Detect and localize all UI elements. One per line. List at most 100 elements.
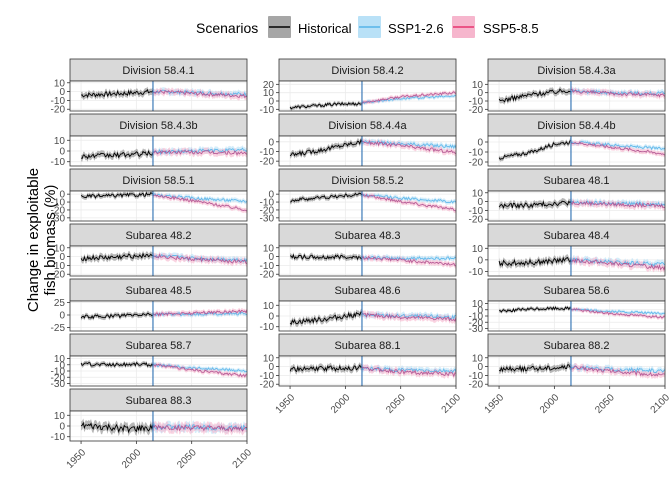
ssp585-line (152, 309, 247, 317)
y-tick-label: -20 (469, 158, 484, 169)
panel-border (69, 355, 248, 387)
y-tick-label: -20 (260, 205, 275, 216)
panel-title: Subarea 48.2 (125, 230, 191, 242)
ssp585-band (571, 306, 665, 320)
panel: Division 58.4.1 100-10-20 (51, 58, 248, 116)
y-tick-label: 10 (263, 88, 275, 99)
y-tick-label: 10 (472, 299, 484, 310)
historical-line (289, 101, 363, 110)
y-tick-label: 0 (477, 362, 483, 373)
panel-data (498, 191, 665, 221)
panel: Subarea 48.3 100-10-20 (260, 223, 457, 281)
panel-data (498, 81, 665, 111)
historical-band (499, 361, 571, 375)
y-tick-label: 0 (59, 87, 65, 98)
panel: Subarea 88.3 100-10 1950 2000 2050 2100 (51, 388, 255, 471)
x-tick-label: 2000 (120, 447, 144, 471)
y-tick-label: -10 (469, 312, 484, 323)
panel: Division 58.4.3a 100-10-20 (469, 58, 666, 116)
y-tick-label: -10 (260, 198, 275, 209)
legend: Scenarios Historical SSP1-2.6 SSP5-8.5 (196, 16, 539, 38)
historical-line (289, 138, 363, 157)
ssp126-line (361, 312, 456, 321)
y-tick-label: -10 (469, 206, 484, 217)
panel-border (487, 135, 666, 167)
historical-band (81, 418, 153, 437)
y-tick-label: 0 (59, 252, 65, 263)
panel-border (487, 300, 666, 332)
historical-line (289, 311, 363, 326)
x-tick-label: 2100 (231, 447, 255, 471)
x-tick-label: 2000 (329, 392, 353, 416)
panel-title: Division 58.4.1 (122, 65, 194, 77)
y-tick-label: 0 (477, 197, 483, 208)
historical-line (80, 312, 154, 320)
y-tick-label: -30 (469, 324, 484, 335)
ssp126-line (361, 193, 456, 204)
y-tick-label: -30 (260, 213, 275, 224)
historical-line (498, 256, 572, 267)
x-tick-label: 2050 (384, 392, 408, 416)
ssp585-line (153, 363, 247, 378)
panel-data (498, 246, 665, 276)
panel-data (80, 81, 247, 111)
y-tick-label: 10 (54, 354, 66, 365)
panel-title: Subarea 58.7 (125, 340, 191, 352)
panel: Division 58.4.3b 100-10 (51, 113, 248, 168)
legend-label: Historical (298, 21, 352, 36)
panel-border (69, 245, 248, 277)
ssp126-line (570, 141, 665, 151)
historical-line (498, 88, 572, 103)
y-axis-label: Change in exploitable fish biomass (%) (25, 167, 59, 313)
y-tick-label: -20 (51, 373, 66, 384)
ssp585-band (362, 89, 456, 106)
panel-title: Division 58.4.2 (331, 65, 403, 77)
x-tick-label: 2050 (175, 447, 199, 471)
panel: Division 58.4.4a 0-10-20 (260, 113, 457, 168)
y-tick-label: -20 (260, 157, 275, 168)
historical-band (81, 250, 153, 264)
y-tick-label: 10 (54, 78, 66, 89)
historical-line (80, 361, 154, 368)
y-tick-label: 0 (268, 362, 274, 373)
panel-title: Subarea 48.1 (543, 175, 609, 187)
ssp126-line (152, 363, 247, 373)
historical-band (290, 137, 362, 159)
panel-border (487, 80, 666, 112)
y-tick-label: 0 (268, 252, 274, 263)
y-tick-label: -30 (51, 213, 66, 224)
y-tick-label: -30 (51, 379, 66, 390)
panel: Subarea 48.2 100-10-20 (51, 223, 248, 281)
panel-title: Subarea 48.3 (334, 230, 400, 242)
ssp585-band (153, 87, 247, 101)
panel-data (498, 356, 665, 386)
legend-label: SSP1-2.6 (388, 21, 444, 36)
historical-band (290, 252, 362, 262)
ssp126-band (153, 191, 247, 205)
panel: Subarea 48.5 25 0-25 (51, 278, 248, 334)
y-tick-label: 10 (54, 136, 66, 147)
panel: Subarea 48.4 100-10 (469, 223, 666, 278)
ssp126-line (570, 365, 665, 373)
ssp585-line (361, 312, 456, 322)
y-tick-label: -10 (260, 105, 275, 116)
y-tick-label: -10 (51, 198, 66, 209)
panel-title: Division 58.4.4a (328, 120, 407, 132)
y-tick-label: 0 (477, 305, 483, 316)
y-tick-label: 10 (54, 411, 66, 422)
legend-title: Scenarios (196, 20, 258, 36)
historical-line (289, 192, 363, 203)
y-tick-label: -20 (469, 215, 484, 226)
panel-border (69, 410, 248, 442)
y-tick-label: 0 (268, 190, 274, 201)
panel-title: Division 58.5.1 (122, 175, 194, 187)
panel-border (69, 300, 248, 332)
y-tick-label: 0 (477, 138, 483, 149)
y-tick-label: 0 (59, 360, 65, 371)
panel-border (278, 80, 457, 112)
historical-band (499, 254, 571, 269)
panel-border (278, 300, 457, 332)
panel-data (80, 246, 247, 276)
